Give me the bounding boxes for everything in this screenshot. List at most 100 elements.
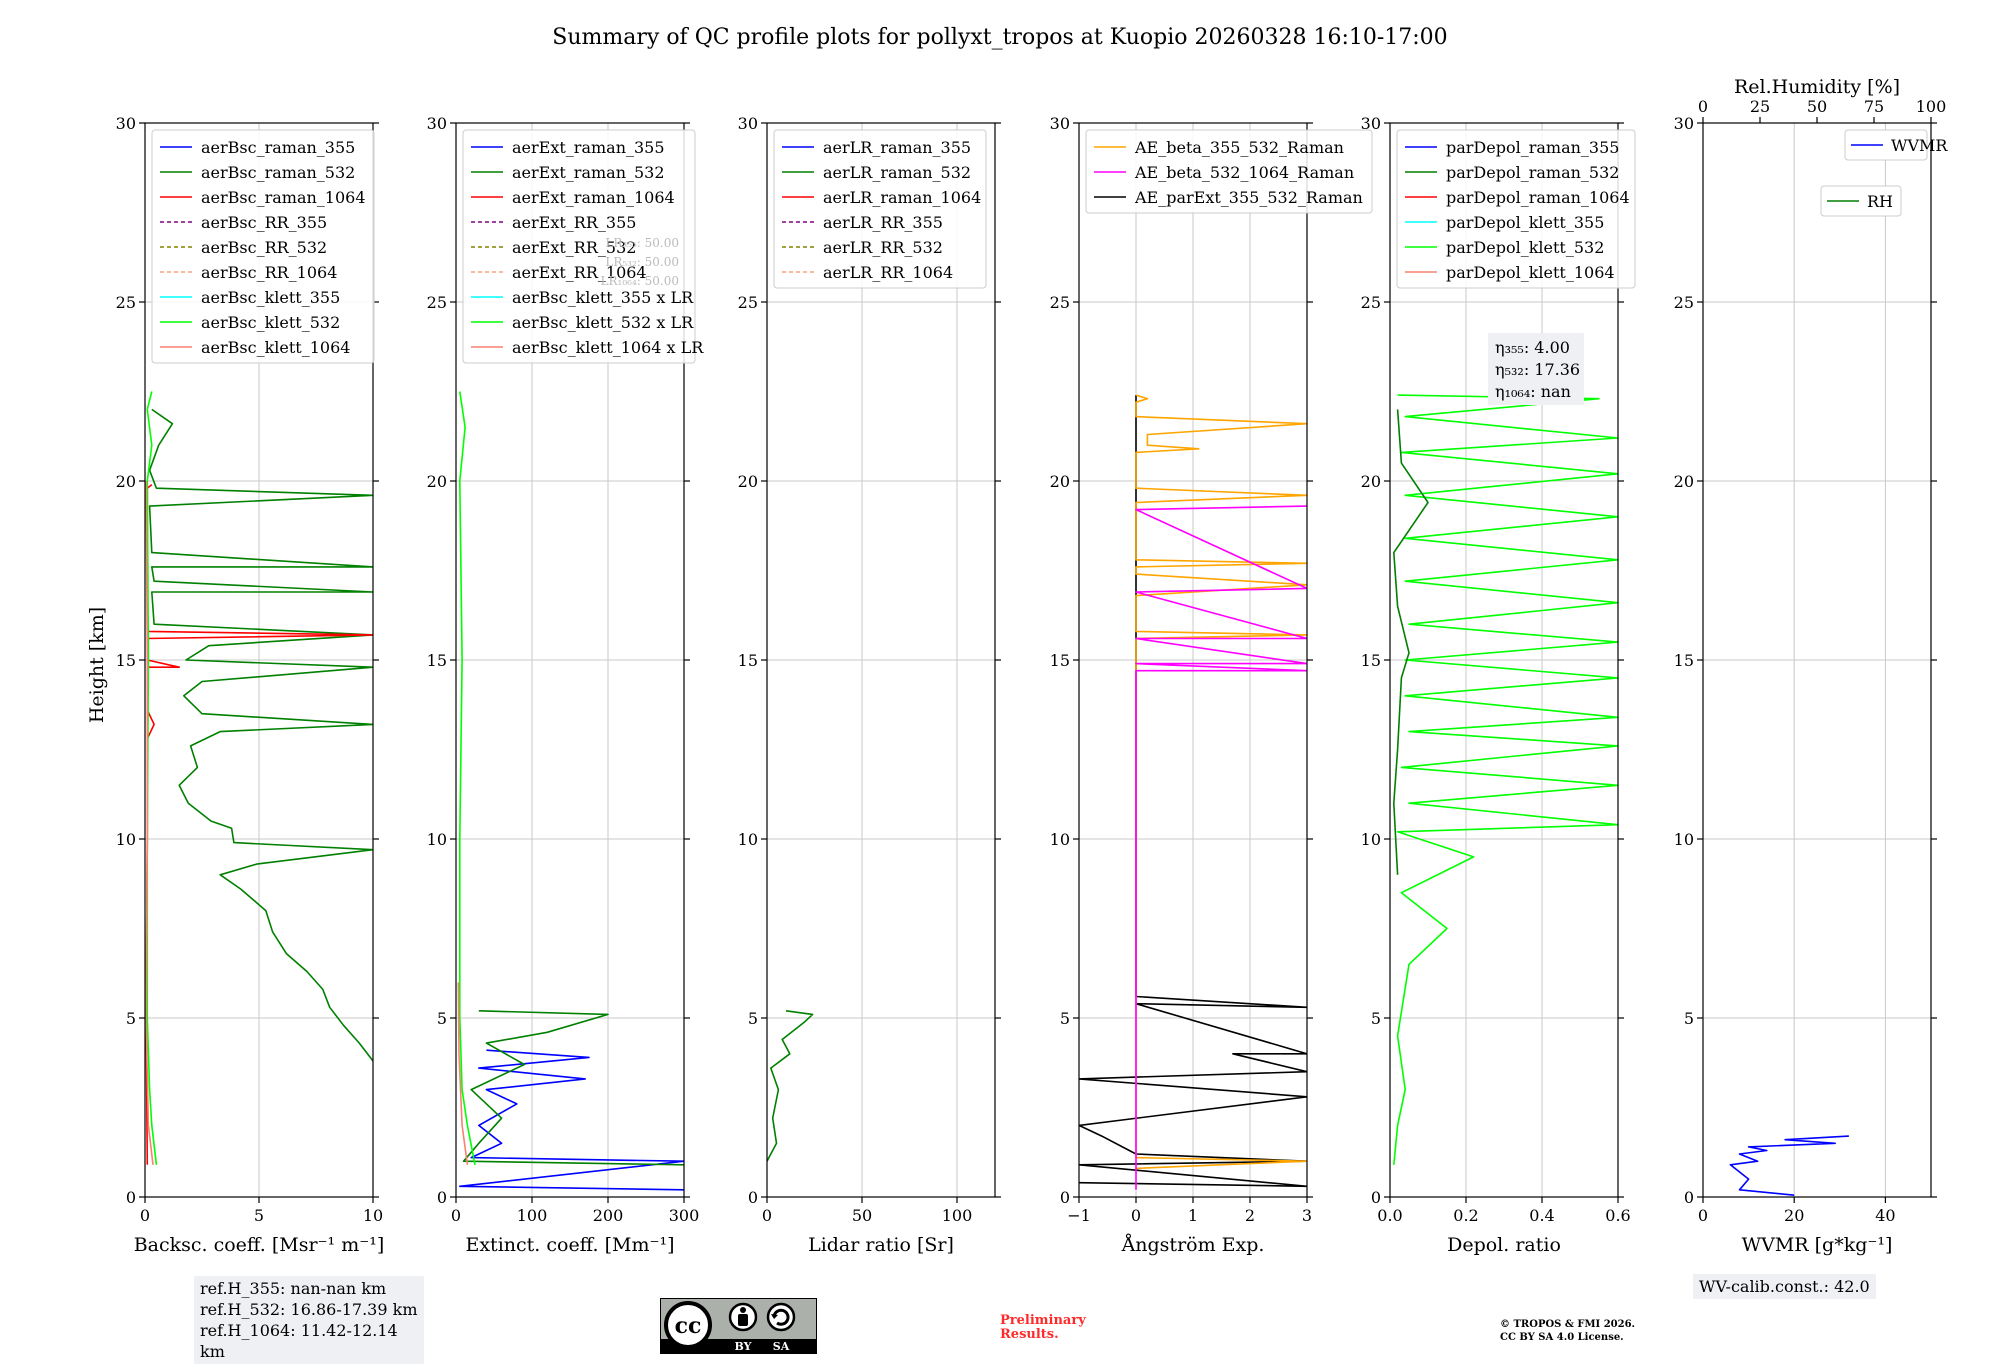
by-label: BY — [735, 1340, 752, 1353]
legend-box — [1844, 129, 1928, 161]
series-parDepol_raman_532 — [1393, 409, 1429, 875]
y-tick-label: 25 — [427, 293, 447, 312]
legend-label: aerBsc_RR_1064 — [201, 263, 337, 282]
legend-box — [462, 129, 696, 364]
y-axis-label: Height [km] — [86, 607, 108, 723]
lidar-ratio-note: LR₁₀₆₄: 50.00 — [601, 274, 679, 288]
y-tick-label: 20 — [1361, 472, 1381, 491]
legend-label: aerBsc_raman_355 — [201, 138, 355, 157]
y-tick-label: 25 — [738, 293, 758, 312]
legend-label: aerBsc_RR_355 — [201, 213, 327, 232]
y-tick-label: 15 — [427, 651, 447, 670]
y-tick-label: 0 — [1371, 1188, 1381, 1207]
y-tick-label: 10 — [738, 830, 758, 849]
legend-label: parDepol_raman_1064 — [1446, 188, 1630, 207]
y-tick-label: 30 — [738, 114, 758, 133]
x-tick-label: 1 — [1188, 1206, 1198, 1225]
top-tick-label: 25 — [1750, 97, 1770, 116]
copyright-line-1: © TROPOS & FMI 2026. — [1500, 1319, 1636, 1330]
y-tick-label: 10 — [116, 830, 136, 849]
x-tick-label: 2 — [1245, 1206, 1255, 1225]
x-axis-label: Lidar ratio [Sr] — [808, 1234, 954, 1256]
eta-label: η₅₃₂: 17.36 — [1495, 360, 1580, 379]
series-aerBsc_raman_532 — [148, 408, 373, 1062]
legend-label: aerBsc_klett_355 x LR — [512, 288, 694, 307]
top-tick-label: 100 — [1916, 97, 1947, 116]
y-tick-label: 0 — [1060, 1188, 1070, 1207]
y-tick-label: 5 — [126, 1009, 136, 1028]
series-group — [145, 391, 373, 1165]
x-tick-label: 3 — [1302, 1206, 1312, 1225]
x-tick-label: 100 — [517, 1206, 548, 1225]
x-tick-label: 50 — [852, 1206, 872, 1225]
lidar-ratio-note: LR₅₃₂: 50.00 — [605, 255, 679, 269]
series-aerBsc_klett_1064 — [145, 480, 154, 1165]
x-tick-label: 100 — [942, 1206, 973, 1225]
x-tick-label: 5 — [254, 1206, 264, 1225]
x-axis-label: WVMR [g*kg⁻¹] — [1742, 1234, 1893, 1256]
y-tick-label: 25 — [116, 293, 136, 312]
x-axis-label: Depol. ratio — [1447, 1234, 1561, 1256]
legend-label: aerBsc_klett_1064 x LR — [512, 338, 704, 357]
legend-label: aerLR_RR_1064 — [823, 263, 953, 282]
x-tick-label: 0.6 — [1605, 1206, 1630, 1225]
x-tick-label: 40 — [1875, 1206, 1895, 1225]
y-tick-label: 5 — [1371, 1009, 1381, 1028]
series-aerExt_raman_532 — [462, 1010, 684, 1166]
legend-label: aerLR_RR_532 — [823, 238, 943, 257]
x-tick-label: 0.4 — [1529, 1206, 1554, 1225]
y-tick-label: 0 — [1684, 1188, 1694, 1207]
y-tick-label: 20 — [1674, 472, 1694, 491]
legend-label: aerLR_RR_355 — [823, 213, 943, 232]
x-tick-label: 10 — [363, 1206, 383, 1225]
y-tick-label: 10 — [1361, 830, 1381, 849]
sa-label: SA — [773, 1340, 790, 1353]
cc-text: cc — [675, 1313, 702, 1339]
top-tick-label: 0 — [1698, 97, 1708, 116]
y-tick-label: 20 — [738, 472, 758, 491]
legend-label: parDepol_klett_532 — [1446, 238, 1604, 257]
copyright-line-2: CC BY SA 4.0 License. — [1500, 1332, 1624, 1343]
legend-label: parDepol_klett_1064 — [1446, 263, 1615, 282]
x-axis-label: Backsc. coeff. [Msr⁻¹ m⁻¹] — [134, 1234, 385, 1256]
legend-label: aerLR_raman_532 — [823, 163, 971, 182]
y-tick-label: 15 — [1361, 651, 1381, 670]
series-aerExt_raman_355 — [458, 1049, 684, 1191]
legend-label: aerBsc_raman_532 — [201, 163, 355, 182]
sa-share-icon — [766, 1302, 796, 1332]
panel-lidar_ratio: 0 5 10 15 20 25 30 0 50 100 Lidar ratio [Sr] aerLR_… — [738, 114, 1001, 1256]
legend-label: parDepol_raman_355 — [1446, 138, 1619, 157]
y-tick-label: 0 — [126, 1188, 136, 1207]
x-tick-label: 0.2 — [1453, 1206, 1478, 1225]
legend-label: aerBsc_klett_1064 — [201, 338, 350, 357]
y-tick-label: 20 — [1050, 472, 1070, 491]
x-tick-label: 20 — [1784, 1206, 1804, 1225]
legend-label: aerBsc_klett_532 x LR — [512, 313, 694, 332]
y-tick-label: 5 — [748, 1009, 758, 1028]
y-tick-label: 0 — [748, 1188, 758, 1207]
legend-label: RH — [1867, 192, 1893, 211]
legend-box — [151, 129, 375, 364]
figure-title: Summary of QC profile plots for pollyxt_… — [552, 25, 1447, 50]
x-tick-label: 0 — [451, 1206, 461, 1225]
ref-height-532: ref.H_532: 16.86-17.39 km — [200, 1300, 418, 1319]
top-tick-label: 75 — [1864, 97, 1884, 116]
y-tick-label: 25 — [1361, 293, 1381, 312]
series-group — [1393, 394, 1618, 1165]
series-parDepol_klett_532 — [1393, 394, 1618, 1165]
wv-calibration-text: WV-calib.const.: 42.0 — [1699, 1277, 1870, 1296]
x-tick-label: 300 — [669, 1206, 700, 1225]
y-tick-label: 30 — [116, 114, 136, 133]
legend-label: AE_beta_532_1064_Raman — [1134, 163, 1354, 182]
eta-box — [1488, 333, 1584, 405]
y-tick-label: 25 — [1050, 293, 1070, 312]
y-tick-label: 30 — [1361, 114, 1381, 133]
cc-by-sa-badge: cc BY SA — [660, 1298, 817, 1354]
series-aerBsc_klett_532 x LR — [458, 391, 476, 1165]
legend-box — [1820, 185, 1902, 217]
x-tick-label: 0 — [762, 1206, 772, 1225]
x-axis-label: Extinct. coeff. [Mm⁻¹] — [465, 1234, 674, 1256]
series-group — [1079, 394, 1307, 1190]
